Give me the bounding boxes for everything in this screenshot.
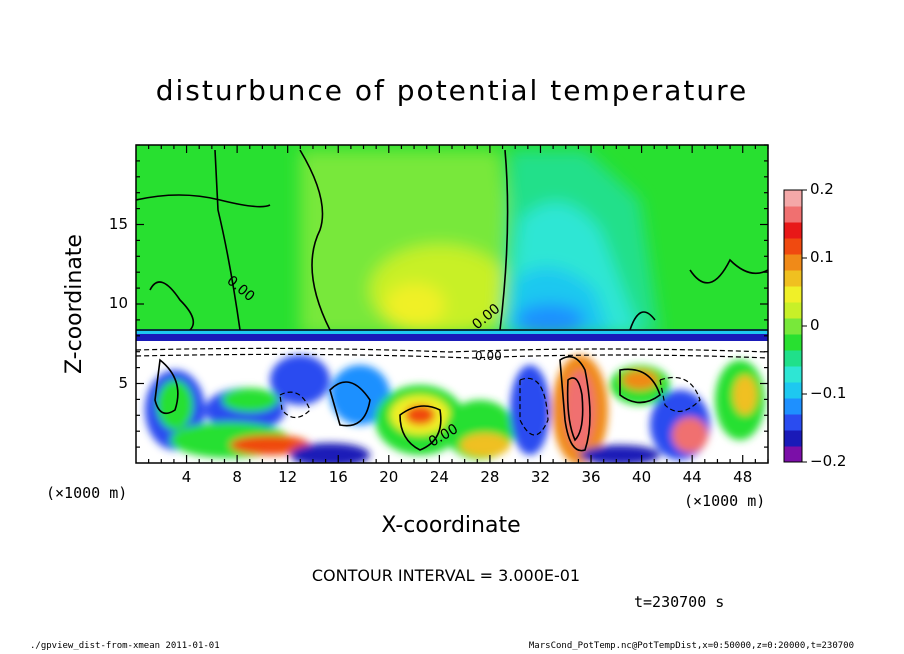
contour-interval-text: CONTOUR INTERVAL = 3.000E-01 xyxy=(311,566,581,585)
colorbar-tick-label: −0.2 xyxy=(810,452,847,470)
colorbar-swatch xyxy=(784,254,802,271)
x-axis-ticks xyxy=(148,145,769,463)
contour-label: 0.00 xyxy=(475,349,502,363)
colorbar-tick-label: 0.1 xyxy=(810,248,834,266)
cold-plume-center xyxy=(515,304,585,336)
colorbar-swatch xyxy=(784,302,802,319)
y-tick-label: 15 xyxy=(108,214,128,233)
x-tick-label: 16 xyxy=(328,468,348,486)
colorbar-swatch xyxy=(784,222,802,239)
x-tick-label: 20 xyxy=(379,468,399,486)
contour-lines xyxy=(136,149,768,452)
x-tick-label: 44 xyxy=(682,468,702,486)
x-tick-label: 4 xyxy=(181,468,192,486)
y-axis-label: Z-coordinate xyxy=(62,234,87,374)
y-tick-label: 5 xyxy=(118,373,128,392)
colorbar-swatch xyxy=(784,238,802,255)
colorbar-tick-label: 0.2 xyxy=(810,180,834,198)
footer-right: MarsCond_PotTemp.nc@PotTempDist,x=0:5000… xyxy=(528,641,854,651)
colorbar-swatch xyxy=(784,382,802,399)
colorbar-swatch xyxy=(784,334,802,351)
colorbar-swatch xyxy=(784,366,802,383)
colorbar-ticks xyxy=(802,189,807,463)
x-unit-left: (×1000 m) xyxy=(46,484,128,502)
x-tick-label: 24 xyxy=(429,468,449,486)
y-tick-label: 10 xyxy=(108,294,128,312)
colorbar-swatch xyxy=(784,414,802,431)
inversion-band-blue xyxy=(136,333,768,341)
x-tick-label: 8 xyxy=(232,468,242,486)
colorbar-tick-label: 0 xyxy=(810,316,820,334)
colorbar-swatch xyxy=(784,318,802,335)
x-tick-label: 28 xyxy=(480,468,500,486)
negative-contours xyxy=(136,347,768,436)
y-axis-ticks xyxy=(136,144,768,448)
chart-title: disturbunce of potential temperature xyxy=(155,74,749,107)
footer-left: ./gpview_dist-from-xmean 2011-01-01 xyxy=(30,641,220,651)
colorbar-swatch xyxy=(784,286,802,303)
heatmap-field xyxy=(136,145,768,463)
colorbar xyxy=(783,189,803,463)
colorbar-swatch xyxy=(784,446,802,463)
colorbar-swatch xyxy=(784,270,802,287)
contour-interval: CONTOUR INTERVAL = 3.000E-01 xyxy=(0,566,904,585)
x-tick-label: 32 xyxy=(530,468,551,486)
colorbar-swatch xyxy=(784,190,802,207)
colorbar-swatch xyxy=(784,398,802,415)
time-stamp: t=230700 s xyxy=(634,593,725,611)
x-tick-label: 40 xyxy=(632,468,652,486)
x-axis-label: X-coordinate xyxy=(0,513,904,538)
colorbar-swatch xyxy=(784,350,802,367)
x-axis-label-text: X-coordinate xyxy=(381,513,521,538)
x-unit-right: (×1000 m) xyxy=(684,492,766,510)
colorbar-swatch xyxy=(784,206,802,223)
colorbar-swatch xyxy=(784,430,802,447)
x-tick-label: 48 xyxy=(733,468,753,486)
x-tick-label: 36 xyxy=(581,468,601,486)
inversion-band-white xyxy=(136,341,768,347)
warm-center xyxy=(385,283,445,327)
x-tick-label: 12 xyxy=(278,468,298,486)
inversion-band-cyan xyxy=(136,329,768,334)
colorbar-tick-label: −0.1 xyxy=(810,384,847,402)
